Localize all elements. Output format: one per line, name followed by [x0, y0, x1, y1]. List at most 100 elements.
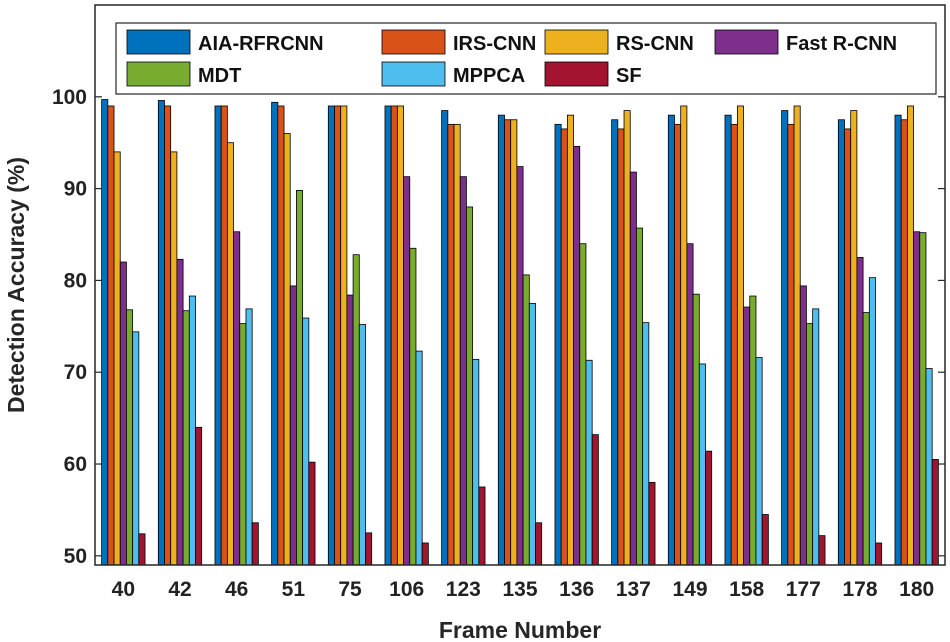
bar-mppca-42 [188, 295, 196, 566]
bar-rs-cnn-177 [793, 105, 801, 566]
bar-fast-r-cnn-136 [573, 145, 581, 566]
bar-irs-cnn-180 [900, 119, 908, 566]
bar-sf-177 [818, 535, 826, 566]
y-tick-label: 100 [52, 86, 87, 109]
legend-swatch [714, 29, 779, 55]
bar-mdt-137 [636, 227, 644, 566]
x-tick-label: 42 [168, 578, 191, 601]
bar-mdt-149 [692, 293, 700, 566]
bar-mppca-149 [698, 363, 706, 566]
legend-swatch [126, 61, 191, 87]
x-tick-label: 51 [282, 578, 306, 601]
bar-aia-rfrcnn-51 [271, 101, 279, 566]
x-tick-label: 106 [389, 578, 424, 601]
bar-rs-cnn-158 [736, 105, 744, 566]
x-tick-label: 177 [786, 578, 821, 601]
bar-fast-r-cnn-46 [233, 231, 241, 566]
y-tick-label: 80 [64, 269, 87, 292]
bar-fast-r-cnn-135 [516, 166, 524, 566]
legend-swatch [381, 29, 446, 55]
bar-aia-rfrcnn-106 [384, 105, 392, 566]
bar-sf-40 [138, 533, 146, 566]
bar-mdt-40 [126, 309, 134, 566]
bar-fast-r-cnn-180 [913, 231, 921, 566]
x-tick-label: 75 [338, 578, 362, 601]
bar-mdt-178 [862, 312, 870, 566]
x-tick-label: 46 [225, 578, 248, 601]
bar-aia-rfrcnn-180 [894, 114, 902, 566]
x-tick-label: 135 [502, 578, 537, 601]
bar-mppca-137 [642, 322, 650, 566]
legend: AIA-RFRCNN IRS-CNN RS-CNN Fast R-CNN MDT MPPC… [115, 22, 937, 95]
bar-mppca-75 [358, 324, 366, 566]
bar-irs-cnn-135 [504, 119, 512, 566]
bar-aia-rfrcnn-135 [497, 114, 505, 566]
bar-irs-cnn-149 [674, 123, 682, 566]
legend-label: SF [616, 65, 642, 87]
bar-rs-cnn-123 [453, 123, 461, 566]
bar-rs-cnn-137 [623, 110, 631, 566]
bar-mdt-123 [466, 206, 474, 566]
bar-sf-180 [931, 459, 939, 566]
bar-rs-cnn-40 [113, 151, 121, 566]
x-tick-label: 123 [446, 578, 481, 601]
bar-rs-cnn-178 [850, 110, 858, 566]
bar-sf-42 [195, 426, 203, 566]
bar-aia-rfrcnn-40 [101, 99, 109, 566]
legend-label: Fast R-CNN [786, 33, 897, 55]
legend-box [115, 22, 937, 95]
bar-irs-cnn-42 [164, 105, 172, 566]
bar-mdt-51 [296, 190, 304, 566]
bar-irs-cnn-137 [617, 128, 625, 566]
x-axis-ticks: 40 42 46 51 75 106 123 135 136 137 149 158 177 178 180 [112, 578, 935, 601]
bar-sf-75 [365, 532, 373, 566]
x-tick-label: 158 [729, 578, 764, 601]
bar-mdt-158 [749, 295, 757, 566]
bar-rs-cnn-136 [566, 114, 574, 566]
bar-mppca-180 [925, 368, 933, 566]
bar-fast-r-cnn-177 [799, 285, 807, 566]
legend-label: RS-CNN [616, 33, 694, 55]
bar-fast-r-cnn-51 [289, 285, 297, 566]
bar-fast-r-cnn-42 [176, 258, 184, 566]
bar-irs-cnn-136 [560, 128, 568, 566]
bar-mppca-46 [245, 308, 253, 566]
bar-irs-cnn-177 [787, 123, 795, 566]
bar-aia-rfrcnn-158 [724, 114, 732, 566]
bar-fast-r-cnn-75 [346, 294, 354, 566]
bar-sf-178 [875, 542, 883, 566]
bar-aia-rfrcnn-42 [157, 100, 165, 566]
bar-irs-cnn-106 [390, 105, 398, 566]
x-tick-label: 136 [559, 578, 594, 601]
bar-rs-cnn-135 [510, 119, 518, 566]
x-tick-label: 149 [672, 578, 707, 601]
bar-mdt-135 [522, 274, 530, 566]
x-tick-label: 137 [616, 578, 651, 601]
bar-mdt-75 [352, 254, 360, 566]
x-tick-label: 40 [112, 578, 135, 601]
legend-label: AIA-RFRCNN [198, 33, 324, 55]
bar-irs-cnn-178 [844, 128, 852, 566]
bar-sf-51 [308, 461, 316, 566]
bar-irs-cnn-46 [220, 105, 228, 566]
bar-mppca-178 [868, 277, 876, 566]
bar-aia-rfrcnn-75 [327, 105, 335, 566]
plot-frame [94, 4, 946, 566]
bar-aia-rfrcnn-177 [781, 110, 789, 566]
legend-swatch [126, 29, 191, 55]
bar-mppca-177 [812, 308, 820, 566]
bar-rs-cnn-46 [226, 142, 234, 566]
y-axis-title: Detection Accuracy (%) [3, 157, 29, 413]
bar-sf-136 [591, 434, 599, 566]
bar-rs-cnn-51 [283, 133, 291, 566]
x-tick-label: 178 [842, 578, 877, 601]
bar-sf-135 [535, 522, 543, 566]
bar-aia-rfrcnn-46 [214, 105, 222, 566]
bar-aia-rfrcnn-149 [667, 114, 675, 566]
legend-label: MPPCA [453, 65, 525, 87]
y-tick-label: 70 [64, 361, 87, 384]
bar-sf-106 [421, 542, 429, 566]
x-tick-label: 180 [899, 578, 934, 601]
bar-mppca-136 [585, 359, 593, 566]
y-axis-ticks: 50 60 70 80 90 100 [52, 86, 945, 568]
